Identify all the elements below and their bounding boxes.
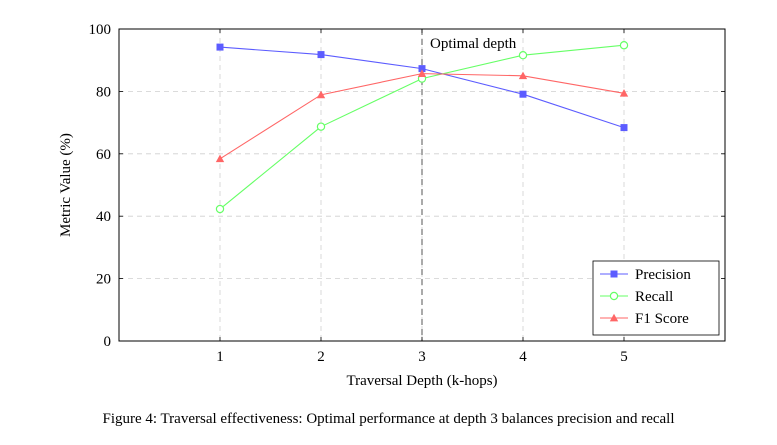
data-point [609, 313, 619, 322]
series-precision [216, 43, 628, 132]
data-point [518, 51, 528, 60]
y-axis-label: Metric Value (%) [58, 133, 74, 237]
data-point [215, 204, 225, 214]
x-tick-label: 5 [620, 349, 628, 365]
y-tick-label: 80 [96, 84, 111, 100]
x-tick-label: 4 [519, 349, 527, 365]
y-tick-label: 100 [89, 22, 112, 38]
y-tick-label: 40 [96, 209, 111, 225]
legend-label: Precision [635, 267, 691, 283]
data-point [316, 122, 326, 131]
data-point [519, 90, 527, 98]
y-tick-label: 0 [104, 334, 112, 350]
data-point [417, 69, 427, 77]
y-tick-label: 60 [96, 147, 111, 163]
chart: Optimal depth 1 2 3 4 5 0 20 40 60 80 100 Traversa… [58, 22, 726, 389]
x-tick-label: 1 [216, 349, 224, 365]
data-point [317, 51, 325, 59]
data-point [619, 89, 629, 97]
data-point [609, 291, 619, 301]
data-point [619, 41, 629, 50]
legend-entry: Recall [600, 289, 673, 305]
data-point [215, 154, 225, 163]
legend-entry: F1 Score [600, 311, 689, 327]
data-point [316, 90, 326, 99]
legend-label: Recall [635, 289, 673, 305]
data-point [620, 124, 628, 132]
data-point [518, 71, 528, 80]
figure-caption: Figure 4: Traversal effectiveness: Optim… [102, 411, 675, 427]
optimal-depth-label: Optimal depth [430, 36, 517, 52]
legend-entry: Precision [600, 267, 691, 283]
data-point [418, 65, 426, 73]
y-tick-label: 20 [96, 272, 111, 288]
x-tick-label: 2 [317, 349, 325, 365]
legend: Precision Recall F1 Score [592, 260, 720, 336]
series-recall [215, 41, 629, 214]
series-f1-score [215, 69, 629, 163]
legend-label: F1 Score [635, 311, 689, 327]
x-axis-label: Traversal Depth (k-hops) [346, 373, 497, 389]
series-layer [215, 41, 629, 214]
axis-ticks: 1 2 3 4 5 0 20 40 60 80 100 [89, 22, 725, 365]
data-point [610, 270, 618, 278]
x-tick-label: 3 [418, 349, 426, 365]
data-point [216, 43, 224, 51]
